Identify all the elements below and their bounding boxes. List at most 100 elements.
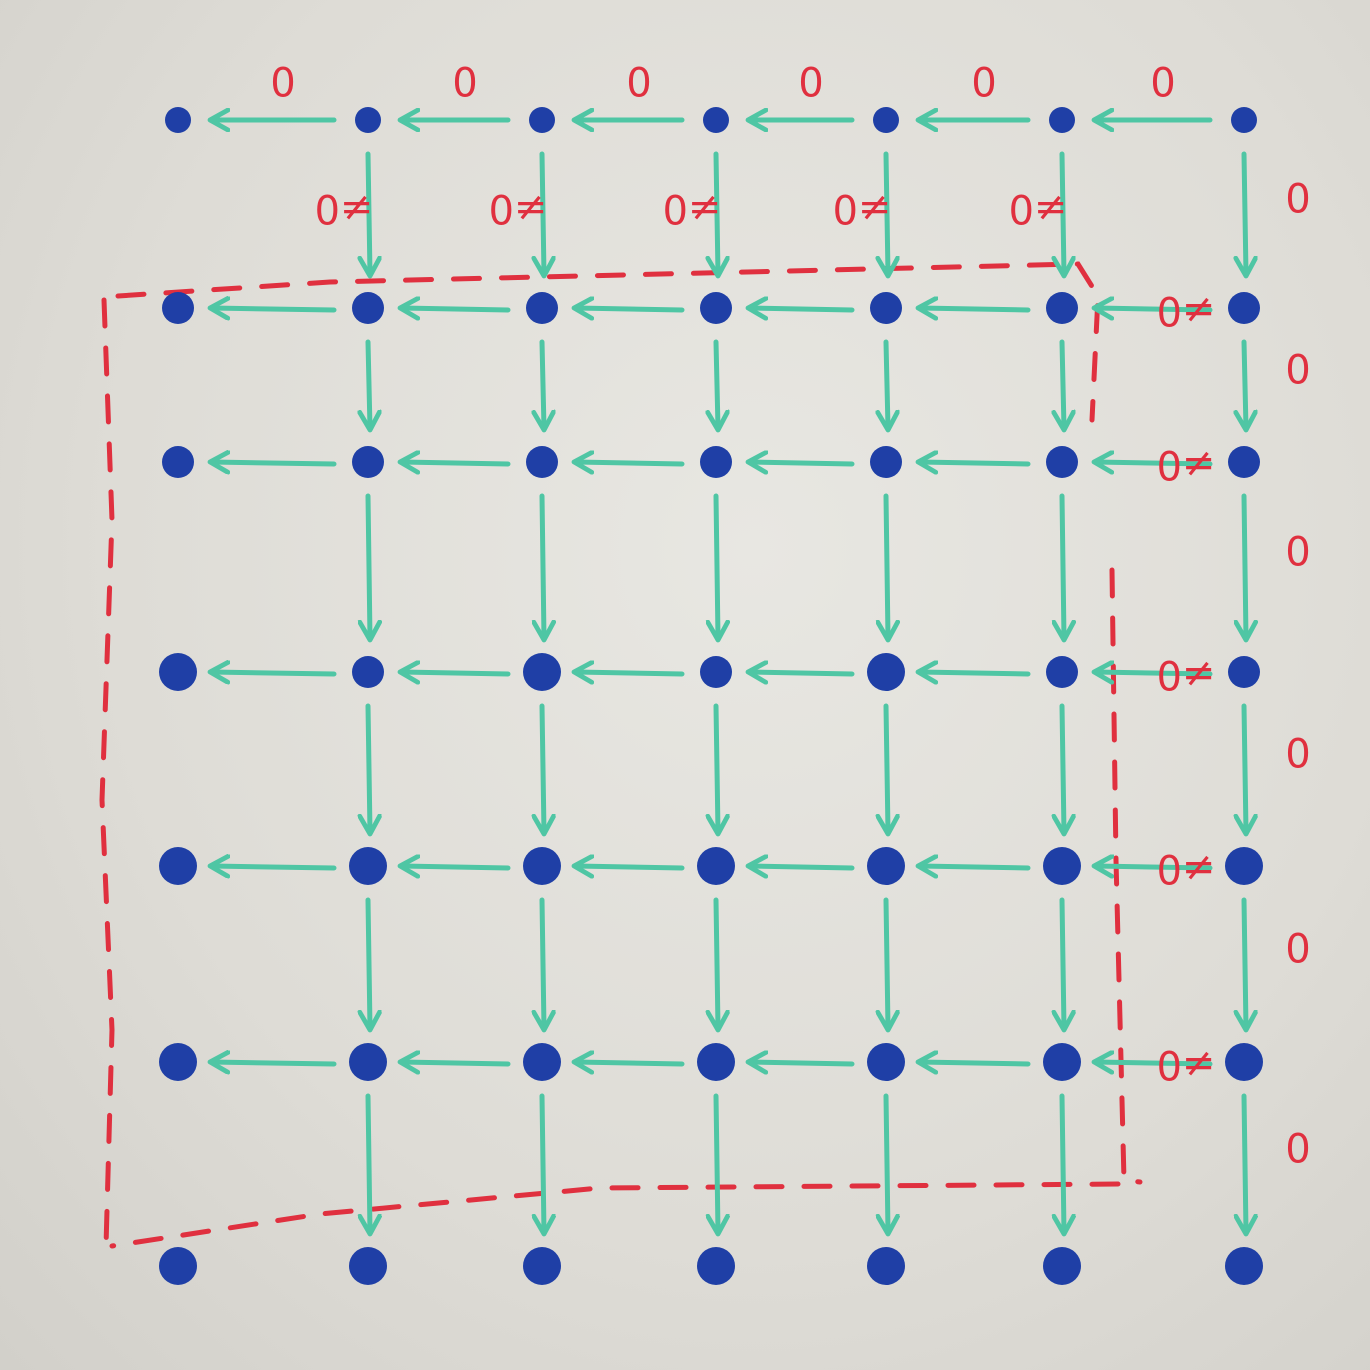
node — [697, 1043, 735, 1081]
arrow-horizontal — [750, 308, 855, 310]
arrow-vertical — [716, 897, 718, 1028]
arrow-horizontal — [1096, 866, 1213, 868]
node — [1046, 656, 1078, 688]
arrow-vertical — [368, 151, 370, 274]
arrow-vertical — [368, 897, 370, 1028]
arrow-vertical — [368, 493, 370, 638]
arrow-vertical — [886, 493, 888, 638]
arrow-horizontal — [1096, 672, 1213, 674]
node — [159, 1247, 197, 1285]
arrow-horizontal — [1096, 462, 1213, 464]
arrow-horizontal — [402, 462, 511, 464]
node — [1225, 1247, 1263, 1285]
arrow-horizontal — [750, 1062, 855, 1064]
arrow-vertical — [1062, 339, 1064, 428]
right-side-label: ≠0 — [1157, 651, 1216, 697]
arrow-horizontal — [212, 308, 337, 310]
node — [1228, 446, 1260, 478]
node — [703, 107, 729, 133]
node — [1046, 292, 1078, 324]
node — [159, 653, 197, 691]
arrow-vertical — [716, 339, 718, 428]
top-row-label: 0 — [971, 57, 996, 103]
arrow-vertical — [716, 1093, 718, 1232]
arrow-vertical — [368, 339, 370, 428]
node — [352, 446, 384, 478]
arrow-vertical — [1244, 703, 1246, 832]
arrow-horizontal — [402, 1062, 511, 1064]
vertical-label: ≠0 — [1009, 185, 1068, 231]
top-row-label: 0 — [626, 57, 651, 103]
node — [867, 1247, 905, 1285]
node — [349, 1247, 387, 1285]
right-side-label: ≠0 — [1157, 287, 1216, 333]
node — [355, 107, 381, 133]
arrow-horizontal — [402, 308, 511, 310]
arrow-horizontal — [576, 462, 685, 464]
node — [523, 1247, 561, 1285]
arrow-horizontal — [402, 672, 511, 674]
arrow-vertical — [542, 493, 544, 638]
vertical-label: ≠0 — [489, 185, 548, 231]
vertical-label: ≠0 — [833, 185, 892, 231]
arrow-horizontal — [920, 462, 1031, 464]
arrow-horizontal — [576, 672, 685, 674]
top-row-label: 0 — [270, 57, 295, 103]
arrow-vertical — [886, 339, 888, 428]
arrow-horizontal — [576, 308, 685, 310]
node — [1046, 446, 1078, 478]
arrow-horizontal — [750, 462, 855, 464]
dashed-box-right-edge — [1109, 567, 1143, 1185]
arrow-vertical — [886, 1093, 888, 1232]
right-column-label: 0 — [1285, 173, 1310, 219]
arrow-horizontal — [1096, 1062, 1213, 1064]
arrow-vertical — [1244, 1093, 1246, 1232]
arrow-vertical — [886, 703, 888, 832]
node — [867, 847, 905, 885]
node — [523, 653, 561, 691]
node — [352, 656, 384, 688]
vertical-label: ≠0 — [315, 185, 374, 231]
top-row-label: 0 — [452, 57, 477, 103]
arrow-vertical — [1062, 493, 1064, 638]
top-row-label: 0 — [798, 57, 823, 103]
node — [697, 1247, 735, 1285]
node — [1043, 847, 1081, 885]
node — [867, 1043, 905, 1081]
arrow-vertical — [886, 897, 888, 1028]
right-side-label: ≠0 — [1157, 441, 1216, 487]
node — [1043, 1247, 1081, 1285]
dashed-box-left-edge — [99, 297, 115, 1249]
arrow-horizontal — [212, 1062, 337, 1064]
right-column-label: 0 — [1285, 526, 1310, 572]
node — [1231, 107, 1257, 133]
node — [159, 1043, 197, 1081]
arrow-vertical — [542, 703, 544, 832]
right-column-label: 0 — [1285, 923, 1310, 969]
dashed-box-bottom-edge — [109, 1181, 1121, 1249]
arrow-horizontal — [920, 866, 1031, 868]
arrow-horizontal — [212, 866, 337, 868]
node — [162, 292, 194, 324]
node — [1043, 1043, 1081, 1081]
node — [526, 292, 558, 324]
node — [873, 107, 899, 133]
right-column-label: 0 — [1285, 344, 1310, 390]
node — [1228, 292, 1260, 324]
node — [352, 292, 384, 324]
arrow-vertical — [886, 151, 888, 274]
node — [165, 107, 191, 133]
arrow-horizontal — [576, 866, 685, 868]
node — [159, 847, 197, 885]
node — [529, 107, 555, 133]
node — [870, 292, 902, 324]
arrow-vertical — [368, 703, 370, 832]
arrow-horizontal — [920, 1062, 1031, 1064]
arrow-vertical — [542, 339, 544, 428]
node — [349, 1043, 387, 1081]
node — [867, 653, 905, 691]
node — [1228, 656, 1260, 688]
node — [697, 847, 735, 885]
